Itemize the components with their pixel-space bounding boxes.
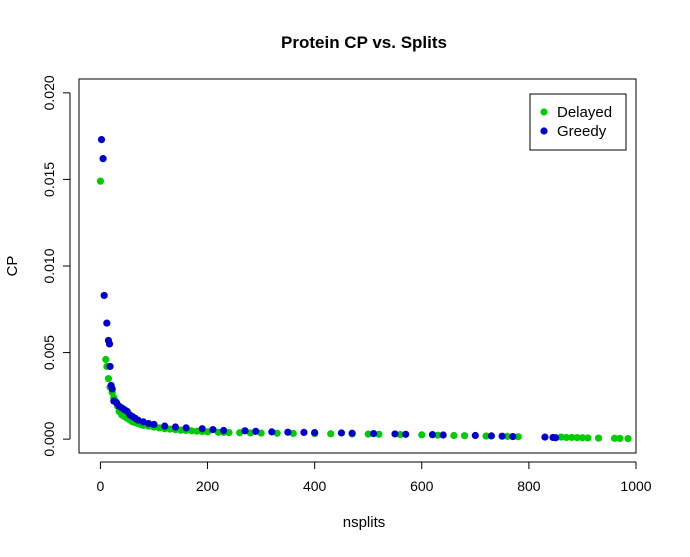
legend-marker-delayed xyxy=(540,108,548,116)
data-point xyxy=(106,362,114,371)
data-point xyxy=(557,433,565,441)
data-point xyxy=(552,434,560,442)
data-point xyxy=(584,434,592,442)
y-axis: 0.000 0.005 0.010 0.015 0.020 xyxy=(41,75,71,457)
data-point xyxy=(145,419,153,428)
x-tick-label: 0 xyxy=(97,478,105,494)
data-point xyxy=(327,430,335,438)
data-point xyxy=(391,430,399,438)
data-point xyxy=(300,428,308,436)
data-point xyxy=(578,434,587,442)
x-tick-label: 200 xyxy=(196,478,220,494)
data-point xyxy=(396,431,404,439)
data-point xyxy=(102,355,110,364)
data-point xyxy=(364,430,372,438)
data-point xyxy=(471,431,479,440)
data-point xyxy=(161,422,169,430)
data-point xyxy=(439,431,447,439)
data-point xyxy=(182,424,190,432)
y-tick-label: 0.010 xyxy=(41,248,57,283)
data-point xyxy=(96,177,105,185)
data-point xyxy=(509,432,517,441)
data-point xyxy=(198,425,206,433)
data-point xyxy=(104,374,113,383)
data-point xyxy=(541,433,549,441)
data-point xyxy=(503,432,512,440)
data-point xyxy=(284,428,292,436)
y-tick-label: 0.015 xyxy=(41,162,57,197)
data-point xyxy=(616,434,624,443)
x-axis: 0 200 400 600 800 1000 xyxy=(97,461,652,494)
data-point xyxy=(487,432,495,440)
data-point xyxy=(171,423,180,431)
data-point xyxy=(108,385,116,393)
data-point xyxy=(268,428,276,436)
data-point xyxy=(209,426,217,434)
x-tick-label: 600 xyxy=(410,478,434,494)
data-point xyxy=(193,427,201,435)
data-point xyxy=(97,136,106,144)
data-point xyxy=(450,431,458,440)
data-point xyxy=(348,429,356,437)
x-axis-label: nsplits xyxy=(343,514,386,531)
legend-marker-greedy xyxy=(540,127,548,135)
data-point xyxy=(498,432,506,440)
y-axis-label: CP xyxy=(4,256,21,277)
data-point xyxy=(103,319,111,327)
data-point xyxy=(461,432,469,440)
legend-label-delayed: Delayed xyxy=(557,104,612,121)
data-point xyxy=(150,420,158,429)
data-point xyxy=(100,291,108,300)
data-point xyxy=(105,340,114,348)
y-tick-label: 0.020 xyxy=(41,75,57,110)
data-point xyxy=(241,427,249,435)
data-point xyxy=(187,427,196,435)
chart-title: Protein CP vs. Splits xyxy=(281,33,447,52)
x-tick-label: 800 xyxy=(517,478,541,494)
data-point xyxy=(220,426,228,435)
data-point xyxy=(402,430,410,438)
plot-frame xyxy=(78,78,637,454)
data-point xyxy=(568,433,576,442)
data-points xyxy=(96,136,632,443)
data-point xyxy=(482,432,490,440)
data-point xyxy=(418,431,426,439)
data-point xyxy=(434,431,442,439)
data-point xyxy=(624,435,632,443)
series-greedy xyxy=(97,136,560,442)
y-tick-label: 0.005 xyxy=(41,335,57,370)
y-tick-label: 0.000 xyxy=(41,421,57,456)
legend: Delayed Greedy xyxy=(529,93,627,151)
data-point xyxy=(610,434,619,442)
data-point xyxy=(337,429,346,437)
legend-label-greedy: Greedy xyxy=(557,123,607,140)
data-point xyxy=(594,434,603,442)
x-tick-label: 1000 xyxy=(620,478,651,494)
data-point xyxy=(311,428,319,437)
series-delayed xyxy=(96,177,632,443)
legend-box xyxy=(529,93,627,151)
data-point xyxy=(99,155,107,163)
data-point xyxy=(514,433,522,441)
x-tick-label: 400 xyxy=(303,478,327,494)
data-point xyxy=(428,431,437,439)
data-point xyxy=(562,433,570,442)
data-point xyxy=(289,429,297,438)
data-point xyxy=(369,430,378,438)
data-point xyxy=(375,430,383,438)
data-point xyxy=(573,433,581,442)
data-point xyxy=(252,427,260,435)
